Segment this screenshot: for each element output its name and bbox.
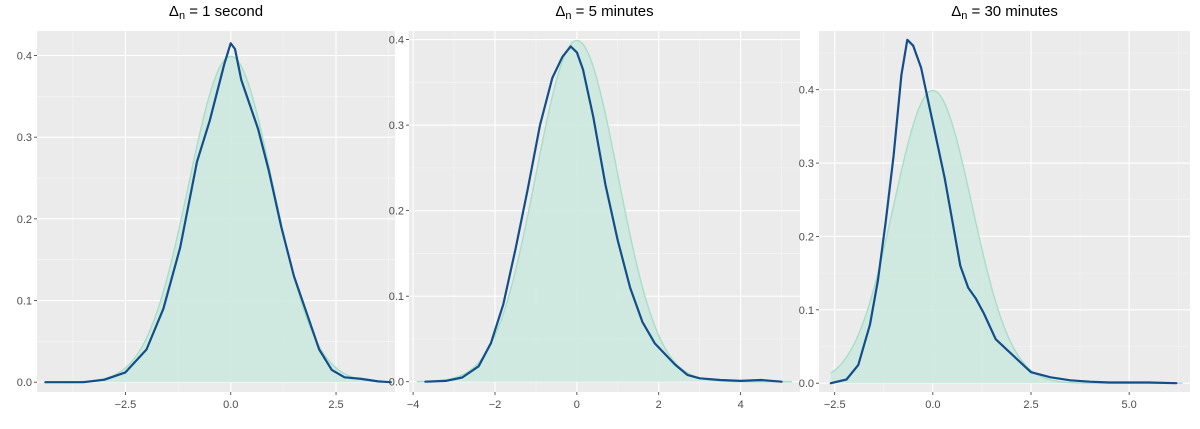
y-tick-label: 0.4 [17,51,32,63]
x-tick-label: 2 [656,399,662,411]
y-tick-label: 0.3 [799,158,814,170]
y-tick-label: 0.1 [17,296,32,308]
x-tick-label: 0.0 [925,399,940,411]
y-tick-label: 0.3 [17,132,32,144]
panel-2: 0.0 0.1 0.2 0.3 0.4 −4 −2 0 2 4 Δn = 5 minutes [389,3,800,411]
x-tick-label: −2.5 [115,399,137,411]
panel-title: Δn = 5 minutes [555,3,653,22]
y-tick-label: 0.1 [389,291,404,303]
panel-3: 0.0 0.1 0.2 0.3 0.4 −2.5 0.0 2.5 5.0 Δn = 30 minu… [799,3,1190,411]
y-tick-label: 0.3 [389,120,404,132]
panel-1: 0.0 0.1 0.2 0.3 0.4 −2.5 0.0 2.5 Δn = 1 second [17,3,395,411]
x-tick-label: 2.5 [1023,399,1038,411]
x-tick-label: −2.5 [824,399,846,411]
x-tick-label: 5.0 [1121,399,1136,411]
empirical-density-line [829,38,1178,385]
normal-reference-area [416,40,793,382]
x-tick-label: 2.5 [328,399,343,411]
x-tick-label: 4 [738,399,744,411]
y-tick-label: 0.0 [17,377,32,389]
normal-reference-area [830,90,1183,384]
normal-reference-area [44,56,388,383]
x-tick-label: −4 [407,399,420,411]
y-tick-label: 0.4 [389,35,404,47]
x-tick-label: −2 [489,399,502,411]
y-tick-label: 0.2 [17,214,32,226]
y-tick-label: 0.2 [389,206,404,218]
panel-title: Δn = 30 minutes [951,3,1058,22]
panel-title: Δn = 1 second [169,3,263,22]
y-tick-label: 0.4 [799,85,814,97]
x-tick-label: 0.0 [223,399,238,411]
empirical-density-line [424,45,783,383]
empirical-density-line [44,42,392,384]
x-tick-label: 0 [574,399,580,411]
y-tick-label: 0.2 [799,231,814,243]
y-tick-label: 0.0 [389,377,404,389]
y-tick-label: 0.1 [799,305,814,317]
y-tick-label: 0.0 [799,378,814,390]
